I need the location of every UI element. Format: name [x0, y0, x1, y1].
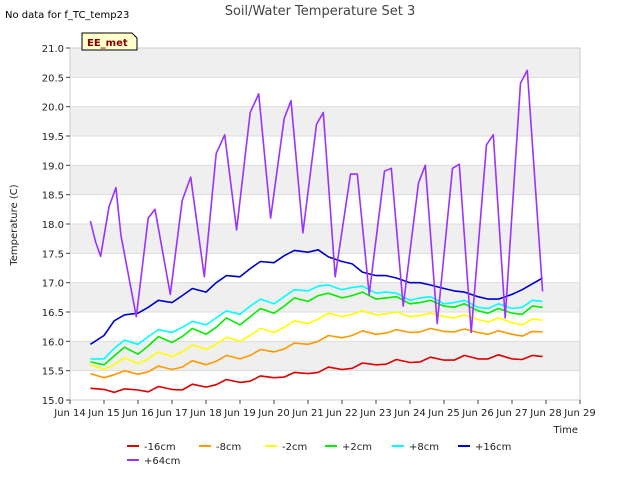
legend: -16cm -8cm -2cm +2cm +8cm +16cm +64cm	[127, 442, 511, 467]
chart-title: Soil/Water Temperature Set 3	[225, 4, 416, 19]
no-data-notice: No data for f_TC_temp23	[5, 10, 129, 21]
site-badge: EE_met	[81, 32, 138, 51]
x-tick-label: Jun 15	[87, 408, 120, 419]
legend-label: +64cm	[144, 456, 180, 467]
x-tick-label: Jun 21	[291, 408, 324, 419]
y-tick-label: 17.0	[42, 279, 64, 290]
series-lines	[89, 69, 544, 394]
legend-label: -16cm	[144, 442, 176, 453]
series-line--16cm	[90, 353, 543, 394]
y-tick-label: 15.0	[42, 396, 64, 407]
x-tick-label: Jun 22	[325, 408, 358, 419]
legend-label: -8cm	[216, 442, 241, 453]
x-tick-label: Jun 16	[121, 408, 154, 419]
x-tick-label: Jun 23	[359, 408, 392, 419]
y-tick-label: 16.0	[42, 337, 64, 348]
y-tick-label: 20.0	[42, 103, 64, 114]
x-tick-label: Jun 20	[257, 408, 290, 419]
legend-label: +8cm	[409, 442, 439, 453]
series-line--2cm	[90, 309, 543, 371]
y-axis-ticks: 15.0 15.5 16.0 16.5 17.0 17.5 18.0 18.5 19.0 19.5…	[42, 44, 70, 407]
grid-band	[70, 282, 580, 312]
x-tick-label: Jun 25	[427, 408, 460, 419]
y-tick-label: 17.5	[42, 249, 64, 260]
grid-band	[70, 165, 580, 195]
y-tick-label: 20.5	[42, 73, 64, 84]
y-tick-label: 15.5	[42, 367, 64, 378]
y-axis-title: Temperature (C)	[9, 184, 20, 266]
y-tick-label: 19.0	[42, 161, 64, 172]
series-line-+64cm	[89, 69, 544, 334]
x-tick-label: Jun 17	[155, 408, 188, 419]
x-tick-label: Jun 24	[393, 408, 426, 419]
y-tick-label: 18.5	[42, 191, 64, 202]
legend-label: +2cm	[342, 442, 372, 453]
x-tick-label: Jun 18	[189, 408, 222, 419]
series-line--8cm	[90, 327, 543, 379]
x-tick-label: Jun 28	[529, 408, 562, 419]
y-tick-label: 21.0	[42, 44, 64, 55]
site-badge-label: EE_met	[87, 38, 128, 49]
x-tick-label: Jun 14	[53, 408, 86, 419]
x-tick-label: Jun 27	[495, 408, 528, 419]
grid-band	[70, 224, 580, 254]
grid-band	[70, 48, 580, 78]
y-tick-label: 19.5	[42, 132, 64, 143]
x-axis-title: Time	[553, 425, 578, 436]
x-tick-label: Jun 26	[461, 408, 494, 419]
x-axis-ticks: Jun 14 Jun 15 Jun 16 Jun 17 Jun 18 Jun 19 Jun …	[53, 400, 596, 419]
x-tick-label: Jun 29	[563, 408, 596, 419]
y-tick-label: 18.0	[42, 220, 64, 231]
legend-label: -2cm	[282, 442, 307, 453]
legend-label: +16cm	[475, 442, 511, 453]
y-tick-label: 16.5	[42, 308, 64, 319]
x-tick-label: Jun 19	[223, 408, 256, 419]
